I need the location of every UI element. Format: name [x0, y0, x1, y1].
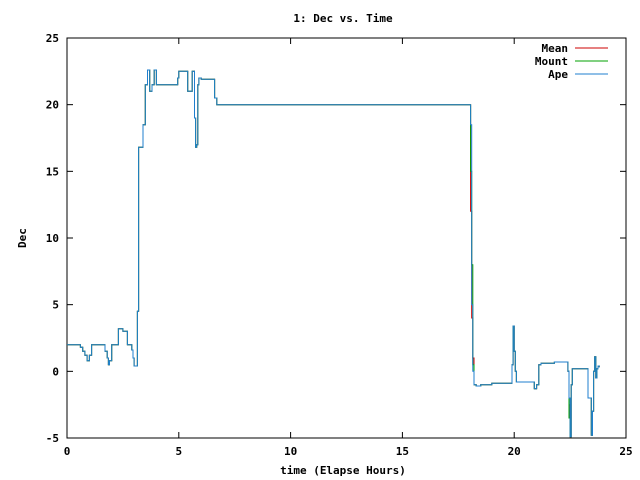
x-tick-label: 20 — [508, 445, 521, 458]
y-tick-label: 0 — [52, 365, 59, 378]
x-axis-title: time (Elapse Hours) — [280, 464, 406, 477]
y-axis-title: Dec — [16, 228, 29, 248]
y-tick-label: 5 — [52, 299, 59, 312]
chart-title: 1: Dec vs. Time — [293, 12, 393, 25]
legend: Mean Mount Ape — [535, 42, 608, 81]
y-axis-ticks: 25 20 15 10 5 0 -5 — [46, 32, 626, 445]
legend-label-mount: Mount — [535, 55, 568, 68]
legend-label-ape: Ape — [548, 68, 568, 81]
x-tick-label: 25 — [619, 445, 632, 458]
legend-label-mean: Mean — [542, 42, 569, 55]
series-line-ape — [67, 69, 600, 438]
plot-frame — [66, 37, 627, 439]
y-tick-label: 15 — [46, 165, 59, 178]
y-tick-label: 10 — [46, 232, 59, 245]
y-tick-label: 25 — [46, 32, 59, 45]
x-tick-label: 15 — [396, 445, 409, 458]
y-tick-label: 20 — [46, 99, 59, 112]
x-axis-ticks: 0 5 10 15 20 25 — [64, 38, 633, 458]
series-layer — [67, 69, 600, 438]
y-tick-label: -5 — [46, 432, 59, 445]
x-tick-label: 0 — [64, 445, 71, 458]
x-tick-label: 10 — [284, 445, 297, 458]
x-tick-label: 5 — [175, 445, 182, 458]
